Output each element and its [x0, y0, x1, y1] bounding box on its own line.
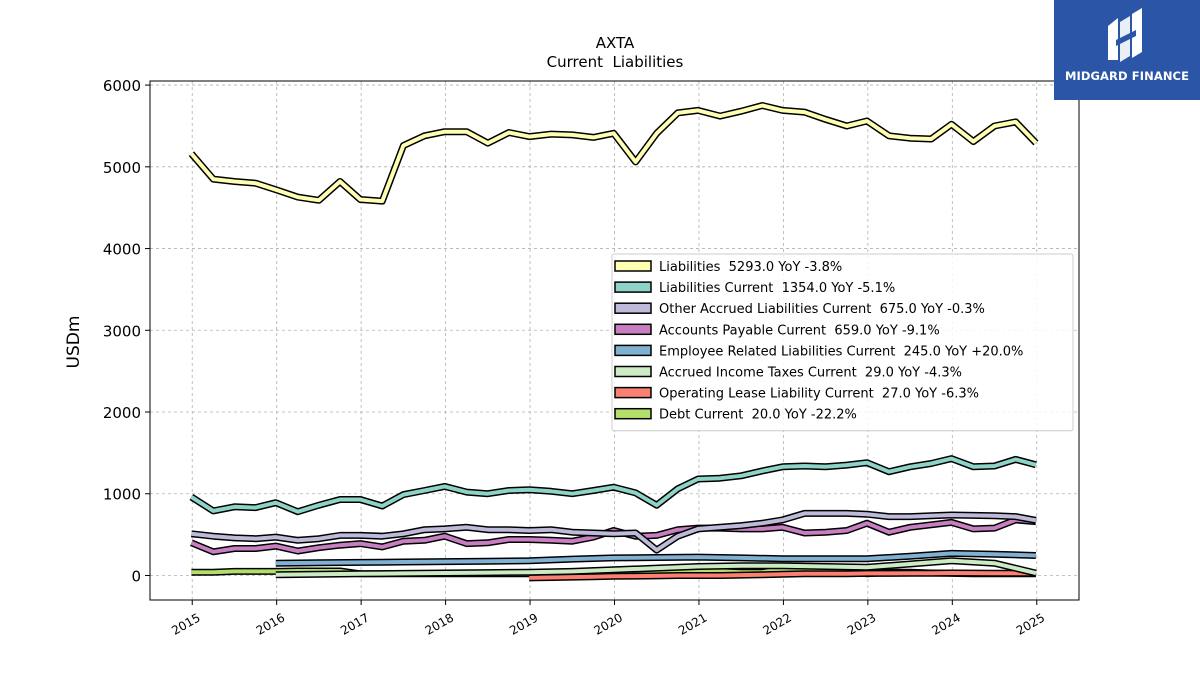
x-tick-label: 2016 [254, 610, 287, 637]
x-tick-label: 2024 [929, 610, 962, 637]
legend-label: Other Accrued Liabilities Current 675.0 … [659, 302, 985, 317]
series-stroke [190, 456, 1037, 514]
x-tick-label: 2023 [845, 610, 878, 637]
y-tick-label: 3000 [103, 322, 141, 340]
logo-text: MIDGARD FINANCE [1064, 69, 1190, 83]
series-stroke [275, 558, 1037, 577]
x-tick-label: 2017 [338, 610, 371, 637]
y-tick-label: 0 [131, 567, 141, 585]
legend-label: Liabilities Current 1354.0 YoY -5.1% [659, 281, 895, 296]
y-tick-label: 5000 [103, 159, 141, 177]
chart-subtitle: Current Liabilities [547, 53, 684, 71]
series-stroke [191, 511, 1037, 553]
x-tick-label: 2018 [423, 610, 456, 637]
legend-swatch [614, 260, 652, 272]
x-tick-label: 2019 [507, 610, 540, 637]
y-tick-label: 1000 [103, 486, 141, 504]
legend-swatch [614, 407, 652, 420]
legend-label: Accrued Income Taxes Current 29.0 YoY -4… [659, 366, 962, 381]
brand-logo: MIDGARD FINANCE [1054, 0, 1200, 100]
x-tick-label: 2015 [169, 610, 202, 637]
legend-frame [611, 253, 1074, 432]
series-line [188, 102, 1039, 205]
legend-swatch [614, 302, 652, 314]
legend-label: Employee Related Liabilities Current 245… [659, 344, 1023, 359]
legend-label: Accounts Payable Current 659.0 YoY -9.1% [659, 323, 940, 338]
legend-label: Liabilities 5293.0 YoY -3.8% [659, 260, 842, 275]
legend-swatch [614, 281, 652, 293]
series-stroke [275, 551, 1036, 566]
legend-swatch [614, 365, 652, 378]
y-tick-label: 4000 [103, 241, 141, 259]
series-line [189, 455, 1037, 516]
series-stroke [189, 103, 1038, 204]
midgard-logo-icon [1108, 8, 1142, 62]
legend-label: Operating Lease Liability Current 27.0 Y… [659, 387, 979, 402]
x-tick-label: 2020 [592, 610, 625, 637]
series-line [275, 557, 1037, 579]
series-stroke [529, 571, 1036, 580]
series-outline [188, 102, 1039, 205]
legend-swatch [614, 344, 652, 357]
series-line [529, 569, 1036, 582]
legend-swatch [614, 386, 652, 399]
x-tick-label: 2021 [676, 610, 709, 637]
chart-title: AXTA [596, 34, 635, 52]
series-line [275, 549, 1037, 567]
legend-label: Debt Current 20.0 YoY -22.2% [659, 408, 857, 423]
x-tick-label: 2025 [1014, 610, 1047, 637]
legend-swatch [614, 323, 652, 336]
series-line [191, 509, 1037, 554]
y-tick-label: 6000 [103, 77, 141, 95]
legend: Liabilities 5293.0 YoY -3.8% Liabilities … [611, 253, 1074, 432]
series-layer [188, 102, 1039, 582]
x-tick-label: 2022 [760, 610, 793, 637]
y-axis-label: USDm [64, 316, 84, 369]
y-tick-label: 2000 [103, 404, 141, 422]
